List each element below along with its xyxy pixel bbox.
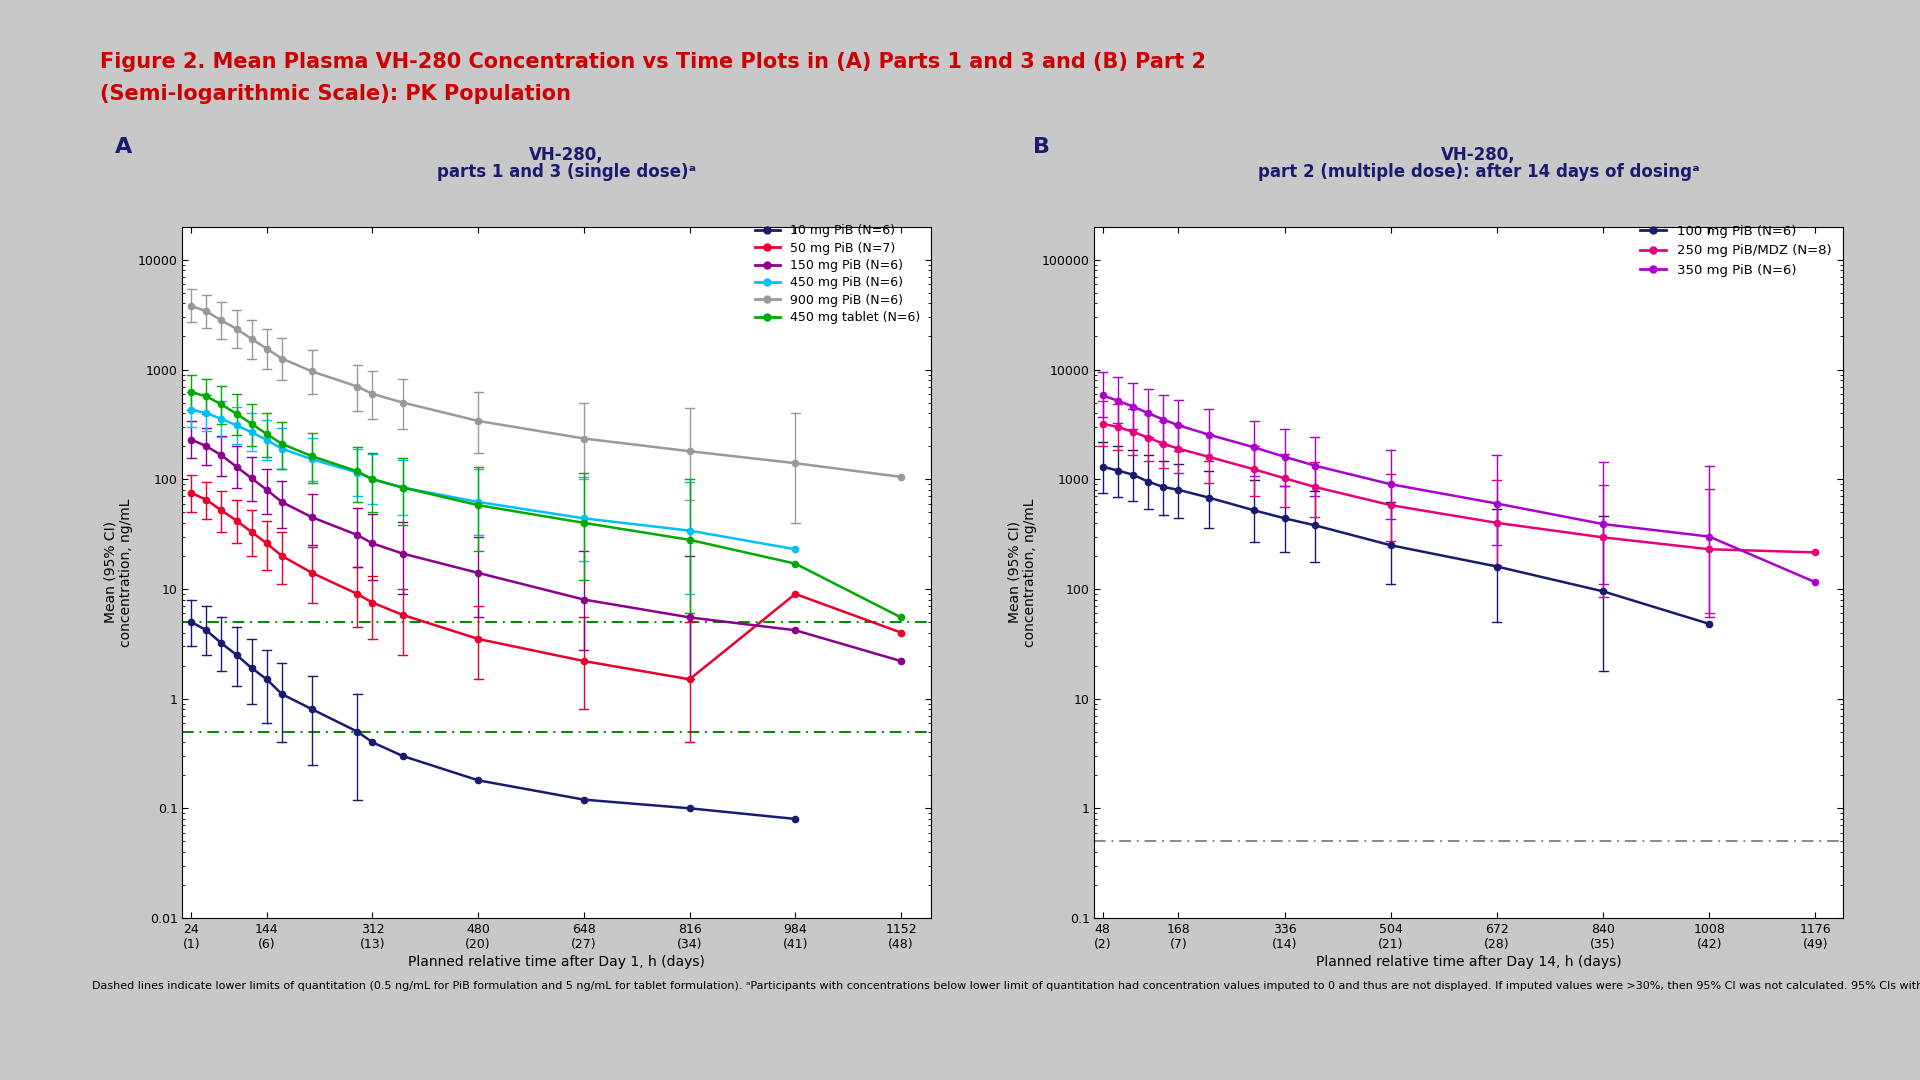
Text: Dashed lines indicate lower limits of quantitation (0.5 ng/mL for PiB formulatio: Dashed lines indicate lower limits of qu… bbox=[92, 981, 1920, 990]
Text: B: B bbox=[1033, 136, 1050, 157]
Text: part 2 (multiple dose): after 14 days of dosingᵃ: part 2 (multiple dose): after 14 days of… bbox=[1258, 163, 1699, 181]
Text: VH-280,: VH-280, bbox=[530, 146, 603, 164]
X-axis label: Planned relative time after Day 14, h (days): Planned relative time after Day 14, h (d… bbox=[1315, 955, 1622, 969]
Text: parts 1 and 3 (single dose)ᵃ: parts 1 and 3 (single dose)ᵃ bbox=[438, 163, 695, 181]
Legend: 100 mg PiB (N=6), 250 mg PiB/MDZ (N=8), 350 mg PiB (N=6): 100 mg PiB (N=6), 250 mg PiB/MDZ (N=8), … bbox=[1634, 219, 1837, 282]
X-axis label: Planned relative time after Day 1, h (days): Planned relative time after Day 1, h (da… bbox=[409, 955, 705, 969]
Legend: 10 mg PiB (N=6), 50 mg PiB (N=7), 150 mg PiB (N=6), 450 mg PiB (N=6), 900 mg PiB: 10 mg PiB (N=6), 50 mg PiB (N=7), 150 mg… bbox=[749, 219, 925, 329]
Text: VH-280,: VH-280, bbox=[1442, 146, 1515, 164]
Text: A: A bbox=[115, 136, 132, 157]
Y-axis label: Mean (95% CI)
concentration, ng/mL: Mean (95% CI) concentration, ng/mL bbox=[104, 498, 134, 647]
Y-axis label: Mean (95% CI)
concentration, ng/mL: Mean (95% CI) concentration, ng/mL bbox=[1008, 498, 1037, 647]
Text: (Semi-logarithmic Scale): PK Population: (Semi-logarithmic Scale): PK Population bbox=[100, 84, 570, 105]
Text: Figure 2. Mean Plasma VH-280 Concentration vs Time Plots in (A) Parts 1 and 3 an: Figure 2. Mean Plasma VH-280 Concentrati… bbox=[100, 52, 1206, 72]
